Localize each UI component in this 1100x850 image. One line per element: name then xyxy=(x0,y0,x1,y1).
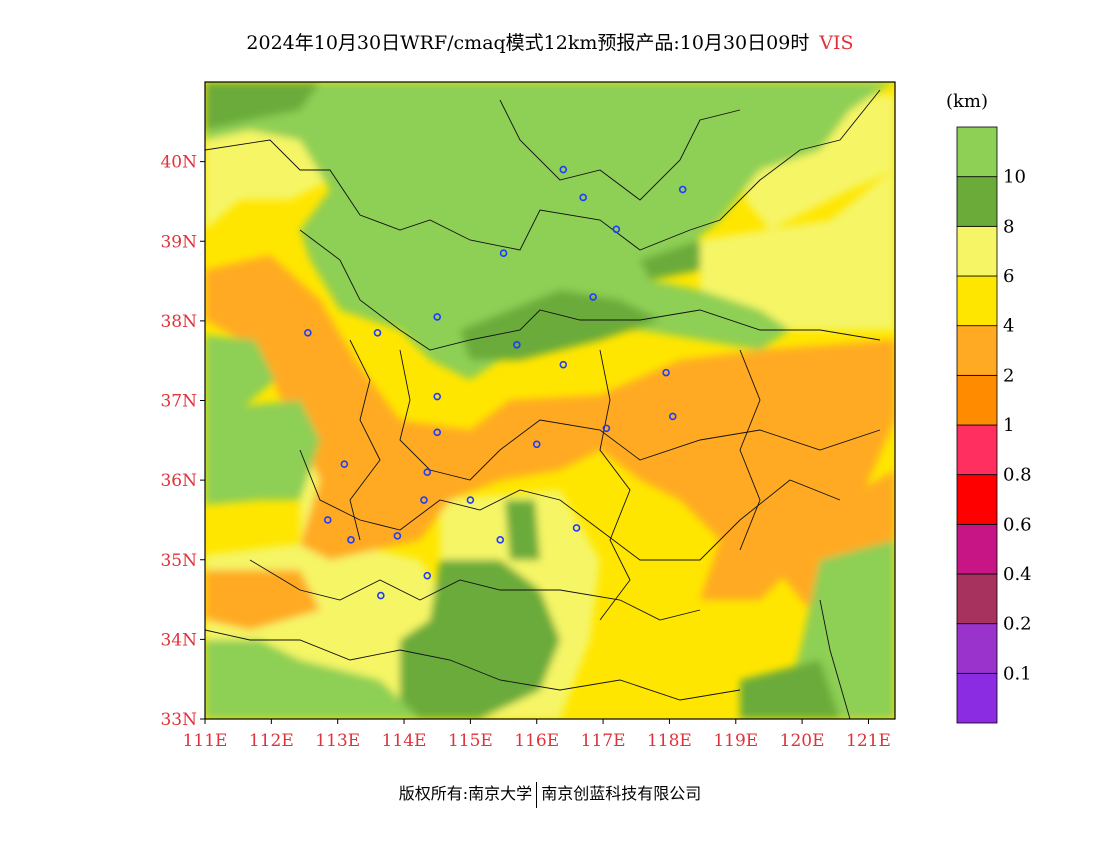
y-tick-label: 35N xyxy=(160,551,197,571)
colorbar-label: 0.1 xyxy=(1003,663,1032,684)
x-tick-label: 120E xyxy=(780,731,825,751)
x-tick-label: 112E xyxy=(249,731,294,751)
station-marker xyxy=(340,460,349,469)
colorbar-label: 8 xyxy=(1003,216,1014,237)
station-marker xyxy=(678,185,687,194)
visibility-8-10km-south xyxy=(400,560,560,719)
x-tick-label: 111E xyxy=(183,731,228,751)
x-tick-label: 121E xyxy=(846,731,891,751)
colorbar-label: 0.8 xyxy=(1003,465,1032,486)
station-marker xyxy=(393,532,402,540)
station-marker xyxy=(559,360,568,369)
station-marker xyxy=(423,468,432,476)
footer-divider xyxy=(536,781,538,808)
colorbar-swatch xyxy=(956,623,998,674)
station-marker xyxy=(433,313,442,321)
colorbar-swatch xyxy=(956,523,998,575)
station-marker xyxy=(589,293,597,301)
variable-name: VIS xyxy=(819,32,854,54)
station-marker xyxy=(532,440,541,449)
y-tick-label: 39N xyxy=(160,232,197,252)
y-tick-label: 36N xyxy=(160,471,197,491)
colorbar: 0.1 0.2 0.4 0.6 0.8 1 2 4 6 8 10 xyxy=(956,126,1032,724)
visibility-8-10km-nw xyxy=(205,82,320,130)
visibility-8-10km-east xyxy=(640,240,700,280)
x-axis: 111E 112E 113E 114E 115E 116E 117E 118E 119E 120E… xyxy=(183,719,891,751)
station-marker xyxy=(559,165,568,174)
y-tick-label: 37N xyxy=(160,392,197,412)
y-axis: 33N 34N 35N 36N 37N 38N 39N 40N xyxy=(160,153,205,730)
station-marker xyxy=(420,496,428,504)
copyright-right: 南京创蓝科技有限公司 xyxy=(541,784,702,803)
station-marker xyxy=(668,412,677,421)
colorbar-unit: (km) xyxy=(946,91,988,112)
colorbar-swatch xyxy=(956,374,998,426)
colorbar-label: 0.6 xyxy=(1003,514,1032,535)
colorbar-label: 1 xyxy=(1003,415,1014,436)
visibility-gt10km-west1 xyxy=(205,335,275,410)
station-marker xyxy=(323,516,332,524)
colorbar-label: 4 xyxy=(1003,316,1014,337)
colorbar-label: 0.2 xyxy=(1003,614,1032,635)
station-marker xyxy=(377,591,385,600)
station-marker xyxy=(423,571,432,580)
station-marker xyxy=(304,329,312,337)
visibility-field xyxy=(205,82,895,719)
colorbar-swatch xyxy=(956,225,998,277)
colorbar-label: 6 xyxy=(1003,266,1014,287)
y-tick-label: 34N xyxy=(160,630,197,650)
map-title: 2024年10月30日WRF/cmaq模式12km预报产品:10月30日09时 V… xyxy=(0,28,1100,55)
province-boundaries xyxy=(205,89,881,719)
copyright-footer: 版权所有:南京大学 南京创蓝科技有限公司 xyxy=(0,780,1100,808)
colorbar-swatch xyxy=(956,325,998,376)
x-tick-label: 117E xyxy=(581,731,626,751)
station-marker xyxy=(433,428,442,437)
x-tick-label: 115E xyxy=(448,731,493,751)
station-marker xyxy=(466,496,475,504)
station-marker xyxy=(496,536,505,544)
colorbar-swatch xyxy=(956,672,998,724)
colorbar-swatch xyxy=(956,176,998,227)
visibility-8-10km-se xyxy=(740,660,840,719)
visibility-6-8km-bohai xyxy=(700,170,895,330)
colorbar-swatch xyxy=(956,474,998,525)
x-tick-label: 113E xyxy=(315,731,360,751)
visibility-gt10km-sw xyxy=(205,640,420,719)
y-tick-label: 38N xyxy=(160,312,197,332)
station-marker xyxy=(612,225,621,234)
visibility-gt10km-north xyxy=(205,82,895,380)
x-tick-label: 114E xyxy=(382,731,427,751)
title-text: 2024年10月30日WRF/cmaq模式12km预报产品:10月30日09时 xyxy=(246,32,810,54)
visibility-8-10km-patch xyxy=(505,500,540,560)
station-marker xyxy=(433,392,442,401)
station-marker xyxy=(347,536,355,544)
station-marker xyxy=(499,249,508,257)
y-tick-label: 33N xyxy=(160,710,197,730)
copyright-left: 版权所有:南京大学 xyxy=(398,784,533,803)
station-marker xyxy=(513,340,521,349)
station-marker xyxy=(662,368,670,377)
visibility-8-10km-band xyxy=(460,290,660,360)
station-markers xyxy=(304,165,687,600)
visibility-gt10km-west2 xyxy=(205,400,320,505)
colorbar-swatch xyxy=(956,275,998,327)
y-tick-label: 40N xyxy=(160,153,197,173)
x-tick-label: 119E xyxy=(713,731,758,751)
visibility-2-4km-band xyxy=(205,255,895,600)
station-marker xyxy=(602,424,611,433)
x-tick-label: 116E xyxy=(514,731,559,751)
x-tick-label: 118E xyxy=(647,731,692,751)
station-marker xyxy=(373,329,382,337)
station-marker xyxy=(572,524,581,532)
colorbar-label: 0.4 xyxy=(1003,564,1032,585)
colorbar-label: 2 xyxy=(1003,365,1014,386)
station-marker xyxy=(579,193,587,202)
colorbar-swatch xyxy=(956,126,998,178)
colorbar-swatch xyxy=(956,424,998,476)
colorbar-label: 10 xyxy=(1003,167,1026,188)
colorbar-swatch xyxy=(956,573,998,625)
